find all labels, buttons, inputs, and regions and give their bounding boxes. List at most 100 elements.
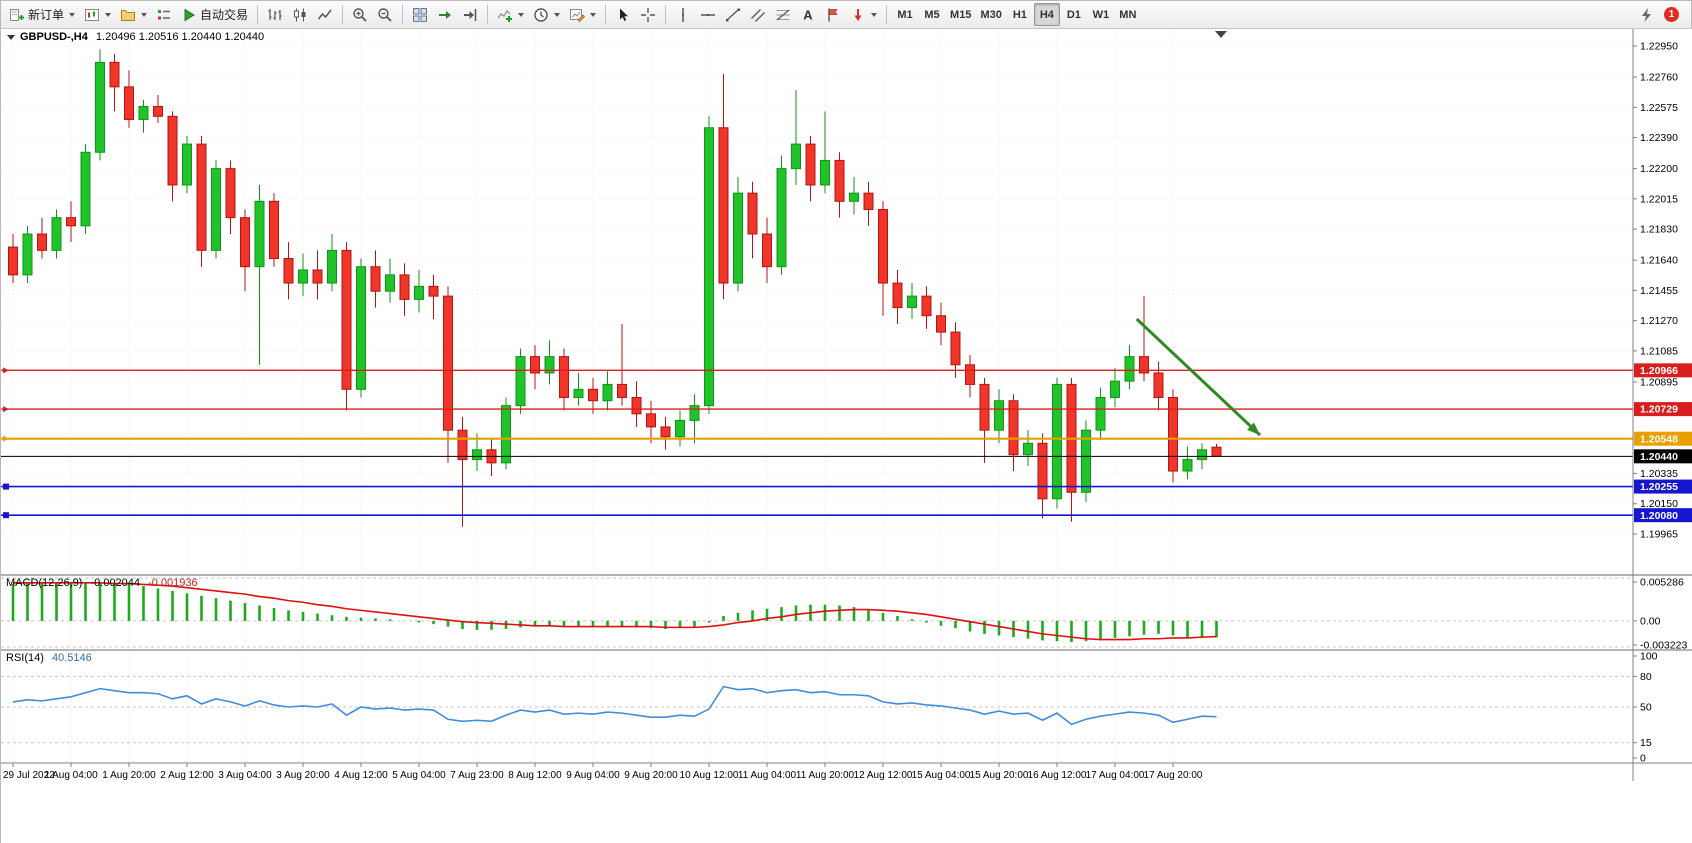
one-click-trading-toggle[interactable] <box>7 34 15 40</box>
svg-text:1.22015: 1.22015 <box>1640 193 1678 205</box>
autotrading-label: 自动交易 <box>200 8 249 22</box>
alerts-button[interactable] <box>1635 3 1659 26</box>
horizontal-line-tool-button[interactable] <box>696 3 720 26</box>
svg-text:15 Aug 20:00: 15 Aug 20:00 <box>970 770 1029 781</box>
macd-indicator-label: MACD(12,26,9) -0.002044 -0.001936 <box>6 577 198 589</box>
timeframe-group: M1 M5 M15 M30 H1 H4 D1 W1 MN <box>892 3 1141 26</box>
timeframe-m1-button[interactable]: M1 <box>892 3 918 26</box>
candlestick-mode-button[interactable] <box>288 3 312 26</box>
toolbar-separator <box>487 5 489 24</box>
chart-shift-marker[interactable] <box>1215 31 1227 38</box>
timeframe-m15-button[interactable]: M15 <box>946 3 975 26</box>
svg-text:1.19965: 1.19965 <box>1640 528 1678 540</box>
svg-text:1.20895: 1.20895 <box>1640 376 1678 388</box>
svg-text:3 Aug 20:00: 3 Aug 20:00 <box>276 770 330 781</box>
channel-icon <box>751 8 765 22</box>
zoom-out-icon <box>378 7 392 22</box>
zoom-out-button[interactable] <box>373 3 397 26</box>
crosshair-tool-button[interactable] <box>636 3 660 26</box>
new-order-icon <box>10 8 24 21</box>
profiles-button[interactable] <box>116 3 151 26</box>
text-tool-icon: A <box>803 7 813 22</box>
new-chart-caret-icon <box>105 12 112 17</box>
arrows-tool-button[interactable] <box>846 3 881 26</box>
templates-button[interactable] <box>565 3 600 26</box>
svg-text:2 Aug 12:00: 2 Aug 12:00 <box>160 770 214 781</box>
label-tool-button[interactable] <box>821 3 845 26</box>
periods-caret-icon <box>554 12 561 17</box>
notification-badge[interactable]: 1 <box>1664 7 1679 22</box>
channel-tool-button[interactable] <box>746 3 770 26</box>
templates-icon <box>570 8 586 22</box>
tile-windows-button[interactable] <box>408 3 432 26</box>
label-flag-icon <box>828 8 838 21</box>
panel-separator <box>1 574 1692 576</box>
zoom-in-button[interactable] <box>348 3 372 26</box>
svg-text:12 Aug 12:00: 12 Aug 12:00 <box>854 770 913 781</box>
svg-text:80: 80 <box>1640 671 1652 683</box>
timeframe-h4-button[interactable]: H4 <box>1033 3 1060 26</box>
vertical-line-tool-button[interactable] <box>671 3 695 26</box>
rsi-value: 40.5146 <box>51 652 92 664</box>
level-lines[interactable] <box>1 367 1633 519</box>
text-tool-button[interactable]: A <box>796 3 820 26</box>
timeframe-mn-button[interactable]: MN <box>1115 3 1141 26</box>
chart-canvas[interactable]: 1.22950 1.22760 1.22575 1.22390 1.22200 1.220… <box>1 29 1692 843</box>
line-chart-mode-button[interactable] <box>313 3 337 26</box>
indicators-caret-icon <box>518 12 525 17</box>
svg-text:8 Aug 12:00: 8 Aug 12:00 <box>508 770 562 781</box>
fibonacci-tool-button[interactable] <box>771 3 795 26</box>
price-scale: 1.22950 1.22760 1.22575 1.22390 1.22200 1.220… <box>1632 29 1687 781</box>
chart-shift-icon <box>464 8 477 21</box>
chart-shift-button[interactable] <box>458 3 482 26</box>
svg-text:10 Aug 12:00: 10 Aug 12:00 <box>680 770 739 781</box>
svg-text:1.21640: 1.21640 <box>1640 255 1678 267</box>
cursor-tool-button[interactable] <box>611 3 635 26</box>
new-chart-button[interactable] <box>80 3 115 26</box>
profiles-icon <box>121 9 136 21</box>
rsi-title: RSI(14) <box>6 652 44 664</box>
auto-scroll-button[interactable] <box>433 3 457 26</box>
svg-text:1.20335: 1.20335 <box>1640 468 1678 480</box>
indicators-button[interactable] <box>493 3 528 26</box>
toolbar-separator <box>257 5 259 24</box>
svg-text:1 Aug 20:00: 1 Aug 20:00 <box>102 770 156 781</box>
svg-text:9 Aug 20:00: 9 Aug 20:00 <box>624 770 678 781</box>
chart-title: GBPUSD-,H4 1.20496 1.20516 1.20440 1.204… <box>7 31 264 43</box>
timeframe-m30-button[interactable]: M30 <box>976 3 1005 26</box>
svg-text:1.20440: 1.20440 <box>1640 451 1678 463</box>
vertical-line-icon <box>682 7 685 22</box>
market-watch-button[interactable] <box>152 3 176 26</box>
svg-text:17 Aug 04:00: 17 Aug 04:00 <box>1086 770 1145 781</box>
macd-panel <box>1 577 1633 648</box>
svg-text:29 Jul 2022: 29 Jul 2022 <box>3 770 55 781</box>
svg-text:15 Aug 04:00: 15 Aug 04:00 <box>912 770 971 781</box>
autotrading-button[interactable]: 自动交易 <box>177 3 252 26</box>
auto-scroll-icon <box>439 10 452 19</box>
bar-chart-icon <box>268 8 282 20</box>
svg-text:1.22760: 1.22760 <box>1640 72 1678 84</box>
macd-main-value: -0.002044 <box>90 577 141 589</box>
timeframe-w1-button[interactable]: W1 <box>1088 3 1114 26</box>
new-order-caret-icon <box>69 12 76 17</box>
svg-text:1 Aug 04:00: 1 Aug 04:00 <box>44 770 98 781</box>
toolbar-separator <box>605 5 607 24</box>
timeframe-d1-button[interactable]: D1 <box>1061 3 1087 26</box>
trendline-tool-button[interactable] <box>721 3 745 26</box>
svg-text:5 Aug 04:00: 5 Aug 04:00 <box>392 770 446 781</box>
candlestick-icon <box>294 8 306 21</box>
new-order-button[interactable]: 新订单 <box>5 3 79 26</box>
svg-text:1.22390: 1.22390 <box>1640 132 1678 144</box>
svg-text:1.20255: 1.20255 <box>1640 481 1678 493</box>
toolbar-separator <box>342 5 344 24</box>
trend-arrow[interactable] <box>1135 317 1262 437</box>
svg-text:A: A <box>803 7 813 22</box>
horizontal-line-icon <box>701 13 716 16</box>
periods-button[interactable] <box>529 3 564 26</box>
timeframe-h1-button[interactable]: H1 <box>1007 3 1033 26</box>
svg-text:16 Aug 12:00: 16 Aug 12:00 <box>1028 770 1087 781</box>
bar-chart-mode-button[interactable] <box>263 3 287 26</box>
rsi-indicator-label: RSI(14) 40.5146 <box>6 652 92 664</box>
timeframe-m5-button[interactable]: M5 <box>919 3 945 26</box>
